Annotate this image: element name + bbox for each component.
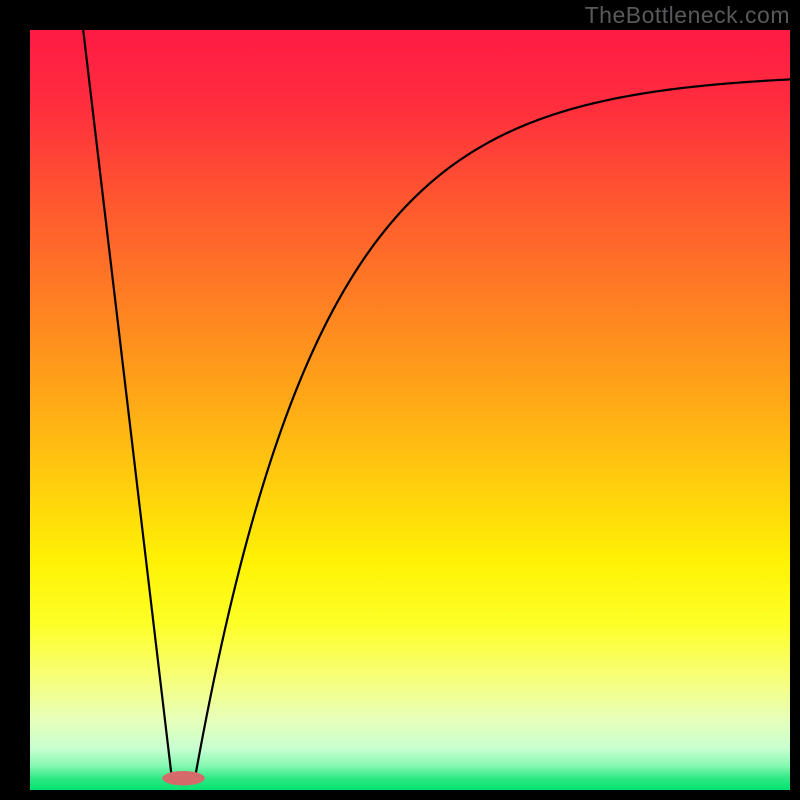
optimal-point-marker	[162, 771, 205, 785]
chart-plot-area	[30, 30, 790, 790]
chart-svg	[30, 30, 790, 790]
chart-background-gradient	[30, 30, 790, 790]
watermark-text: TheBottleneck.com	[585, 2, 790, 29]
